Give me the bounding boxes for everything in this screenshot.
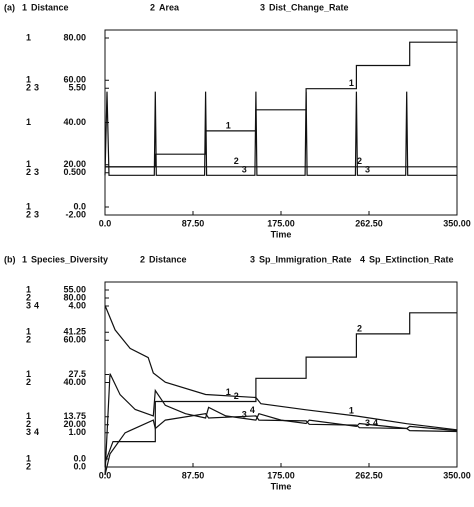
- series-key: 3: [242, 165, 247, 175]
- legend-label: Area: [159, 2, 180, 12]
- series-line: [104, 312, 457, 464]
- y-tick-label: 80.00: [63, 292, 86, 302]
- panel-label: (b): [4, 254, 16, 264]
- series-key: 4: [250, 405, 255, 415]
- y-tick-label: -2.00: [65, 209, 86, 219]
- y-tick-label: 4.00: [68, 300, 86, 310]
- y-scale-key: 3: [26, 427, 31, 437]
- legend-key: 3: [250, 254, 255, 264]
- y-tick-label: 0.0: [73, 461, 86, 471]
- y-scale-key: 2: [26, 461, 31, 471]
- y-tick-label: 40.00: [63, 117, 86, 127]
- series-line: [105, 41, 457, 168]
- series-key: 2: [357, 156, 362, 166]
- legend-label: Dist_Change_Rate: [269, 2, 349, 12]
- plot-frame-a: [104, 29, 458, 216]
- legend-key: 2: [150, 2, 155, 12]
- y-tick-label: 80.00: [63, 32, 86, 42]
- legend-label: Species_Diversity: [31, 254, 108, 264]
- legend-label: Distance: [31, 2, 69, 12]
- y-tick-label: 5.50: [68, 83, 86, 93]
- y-scale-key: 2: [26, 209, 31, 219]
- series-key: 2: [234, 156, 239, 166]
- x-tick-label: 87.50: [182, 218, 205, 228]
- series-line: [104, 305, 458, 431]
- y-scale-key: 1: [26, 201, 31, 211]
- y-scale-key: 2: [26, 377, 31, 387]
- y-scale-key: 3: [34, 167, 39, 177]
- y-scale-key: 1: [26, 369, 31, 379]
- series-key: 1: [226, 120, 231, 130]
- x-tick-label: 0.0: [99, 218, 112, 228]
- y-tick-label: 0.0: [73, 201, 86, 211]
- y-scale-key: 4: [34, 427, 39, 437]
- y-scale-key: 1: [26, 453, 31, 463]
- y-scale-key: 1: [26, 75, 31, 85]
- x-tick-label: 87.50: [182, 470, 205, 480]
- legend-key: 2: [140, 254, 145, 264]
- legend-label: Sp_Extinction_Rate: [369, 254, 454, 264]
- legend-label: Sp_Immigration_Rate: [259, 254, 352, 264]
- series-line: [104, 413, 458, 476]
- y-scale-key: 1: [26, 159, 31, 169]
- y-scale-key: 3: [34, 209, 39, 219]
- x-axis-label: Time: [271, 481, 292, 491]
- x-axis-label: Time: [271, 229, 292, 239]
- x-tick-label: 262.50: [355, 470, 383, 480]
- y-tick-label: 20.00: [63, 159, 86, 169]
- x-tick-label: 350.00: [443, 218, 471, 228]
- y-scale-key: 2: [26, 419, 31, 429]
- y-scale-key: 2: [26, 167, 31, 177]
- y-scale-key: 1: [26, 327, 31, 337]
- x-tick-label: 350.00: [443, 470, 471, 480]
- x-tick-label: 262.50: [355, 218, 383, 228]
- legend-key: 4: [360, 254, 365, 264]
- series-key: 1: [349, 405, 354, 415]
- y-scale-key: 2: [26, 292, 31, 302]
- y-tick-label: 41.25: [63, 327, 86, 337]
- y-tick-label: 27.5: [68, 369, 86, 379]
- legend-key: 3: [260, 2, 265, 12]
- series-key: 2: [234, 391, 239, 401]
- y-tick-label: 13.75: [63, 411, 86, 421]
- plot-frame-b: [104, 281, 458, 468]
- y-scale-key: 2: [26, 83, 31, 93]
- y-scale-key: 4: [34, 300, 39, 310]
- x-tick-label: 0.0: [99, 470, 112, 480]
- y-scale-key: 1: [26, 117, 31, 127]
- y-tick-label: 55.00: [63, 284, 86, 294]
- legend-key: 1: [22, 254, 27, 264]
- y-scale-key: 1: [26, 284, 31, 294]
- series-key: 3: [242, 409, 247, 419]
- y-scale-key: 3: [34, 83, 39, 93]
- legend-label: Distance: [149, 254, 187, 264]
- series-line: [104, 91, 457, 176]
- series-key: 3: [365, 165, 370, 175]
- y-tick-label: 20.00: [63, 419, 86, 429]
- series-key: 4: [373, 418, 378, 428]
- legend-key: 1: [22, 2, 27, 12]
- series-line: [104, 373, 458, 476]
- panel-label: (a): [4, 2, 15, 12]
- y-scale-key: 1: [26, 32, 31, 42]
- y-tick-label: 1.00: [68, 427, 86, 437]
- y-scale-key: 3: [26, 300, 31, 310]
- y-tick-label: 60.00: [63, 335, 86, 345]
- x-tick-label: 175.00: [267, 218, 295, 228]
- y-tick-label: 0.0: [73, 453, 86, 463]
- y-tick-label: 60.00: [63, 75, 86, 85]
- x-tick-label: 175.00: [267, 470, 295, 480]
- series-key: 2: [357, 323, 362, 333]
- series-key: 1: [349, 78, 354, 88]
- y-scale-key: 2: [26, 335, 31, 345]
- series-key: 1: [226, 387, 231, 397]
- series-key: 3: [365, 418, 370, 428]
- y-tick-label: 0.500: [63, 167, 86, 177]
- y-tick-label: 40.00: [63, 377, 86, 387]
- y-scale-key: 1: [26, 411, 31, 421]
